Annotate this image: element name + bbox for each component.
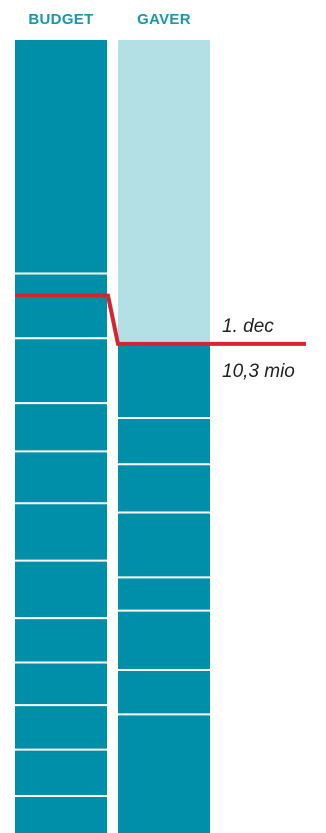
red-marker-line bbox=[15, 293, 306, 346]
column-label-budget: BUDGET bbox=[28, 11, 93, 28]
segment-divider-group bbox=[15, 272, 210, 797]
column-label-gaver: GAVER bbox=[137, 11, 191, 28]
annotation-value: 10,3 mio bbox=[222, 361, 295, 382]
bar-gaver-remaining bbox=[118, 40, 210, 344]
bar-budget bbox=[15, 40, 107, 833]
bar-group bbox=[15, 40, 210, 833]
bar-gaver-received bbox=[118, 343, 210, 833]
annotation-date: 1. dec bbox=[222, 316, 274, 337]
